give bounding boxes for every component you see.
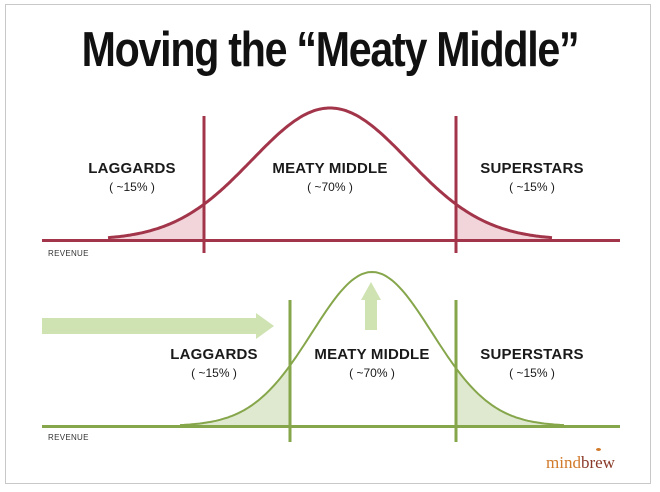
bottom-distribution bbox=[42, 270, 620, 442]
bottom-superstars-percent: ( ~15% ) bbox=[509, 366, 555, 380]
up-arrow-head bbox=[361, 282, 381, 300]
top-superstars-label: SUPERSTARS ( ~15% ) bbox=[472, 160, 592, 194]
up-arrow-body bbox=[365, 299, 377, 330]
bottom-middle-label: MEATY MIDDLE ( ~70% ) bbox=[302, 346, 442, 380]
top-middle-label: MEATY MIDDLE ( ~70% ) bbox=[260, 160, 400, 194]
top-laggards-percent: ( ~15% ) bbox=[109, 180, 155, 194]
bottom-axis-label: REVENUE bbox=[48, 433, 89, 442]
top-middle-percent: ( ~70% ) bbox=[307, 180, 353, 194]
top-axis-label: REVENUE bbox=[48, 249, 89, 258]
top-distribution bbox=[42, 106, 620, 253]
bottom-laggards-percent: ( ~15% ) bbox=[191, 366, 237, 380]
shift-right-arrow-body bbox=[42, 318, 258, 334]
logo-leaf-icon bbox=[596, 448, 601, 451]
shift-right-arrow-head bbox=[256, 313, 274, 339]
bottom-bell-curve bbox=[179, 270, 565, 427]
top-laggards-title: LAGGARDS bbox=[88, 160, 176, 177]
bottom-laggards-fill bbox=[180, 365, 290, 426]
bottom-middle-percent: ( ~70% ) bbox=[349, 366, 395, 380]
top-superstars-percent: ( ~15% ) bbox=[509, 180, 555, 194]
bottom-laggards-label: LAGGARDS ( ~15% ) bbox=[154, 346, 274, 380]
bottom-superstars-title: SUPERSTARS bbox=[480, 346, 584, 363]
slide-frame bbox=[5, 4, 651, 484]
slide-title: Moving the “Meaty Middle” bbox=[81, 23, 580, 77]
logo-part-mind: mind bbox=[546, 453, 581, 472]
top-bell-curve bbox=[107, 106, 553, 240]
bottom-middle-title: MEATY MIDDLE bbox=[314, 346, 430, 363]
bottom-laggards-title: LAGGARDS bbox=[170, 346, 258, 363]
top-middle-title: MEATY MIDDLE bbox=[272, 160, 388, 177]
top-laggards-label: LAGGARDS ( ~15% ) bbox=[72, 160, 192, 194]
top-superstars-fill bbox=[456, 204, 552, 240]
top-laggards-fill bbox=[108, 204, 204, 240]
mindbrew-logo: mindbrew bbox=[546, 453, 615, 473]
logo-part-brew: brew bbox=[580, 453, 615, 472]
bottom-superstars-label: SUPERSTARS ( ~15% ) bbox=[472, 346, 592, 380]
bottom-superstars-fill bbox=[456, 368, 564, 426]
top-superstars-title: SUPERSTARS bbox=[480, 160, 584, 177]
